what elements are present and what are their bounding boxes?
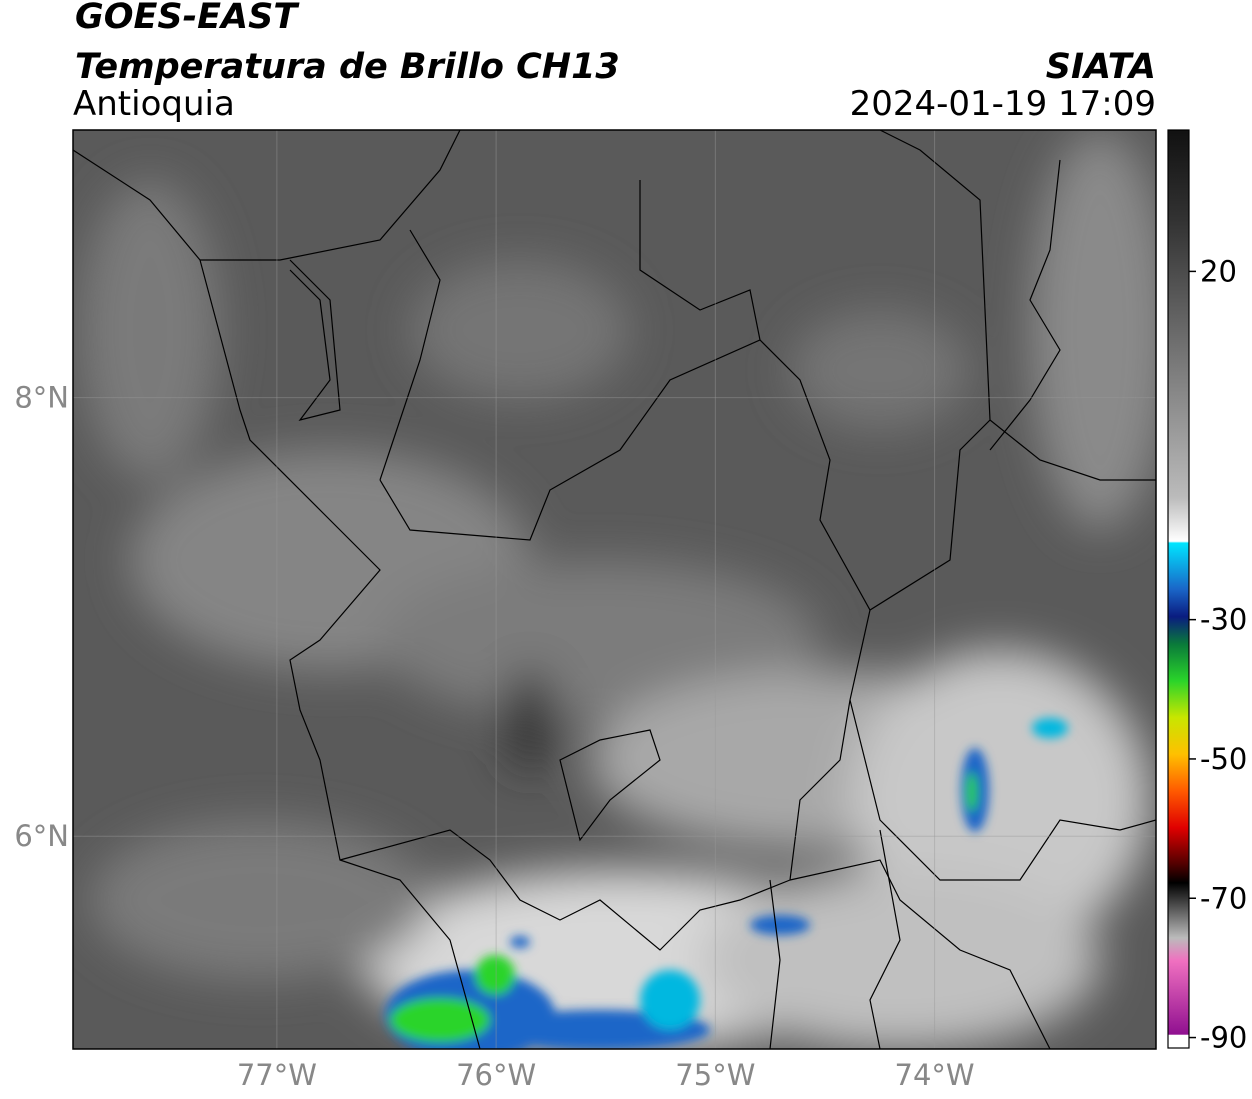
lon-tick-label: 75°W — [675, 1058, 755, 1092]
map-frame — [72, 129, 1157, 1050]
lat-tick-label: 8°N — [14, 381, 69, 415]
region: Antioquia — [73, 84, 235, 124]
satellite-image — [73, 130, 1156, 1049]
colorbar-tick-label: -90 — [1200, 1021, 1247, 1055]
colorbar — [1167, 129, 1190, 1049]
lat-tick-label: 6°N — [14, 819, 69, 853]
source: SIATA — [1046, 47, 1156, 87]
colorbar-tick-label: 20 — [1200, 254, 1237, 288]
subtitle: Temperatura de Brillo CH13 — [75, 47, 620, 87]
lon-tick-label: 77°W — [237, 1058, 317, 1092]
colorbar-tick-label: -30 — [1200, 603, 1247, 637]
datetime: 2024-01-19 17:09 — [850, 84, 1156, 124]
lon-tick-label: 74°W — [895, 1058, 975, 1092]
colorbar-tick-label: -70 — [1200, 881, 1247, 915]
colorbar-tick-label: -50 — [1200, 742, 1247, 776]
lon-tick-label: 76°W — [456, 1058, 536, 1092]
title: GOES-EAST — [75, 0, 300, 37]
